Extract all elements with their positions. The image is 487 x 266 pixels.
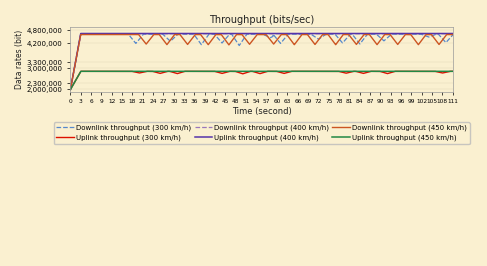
Uplink throughput (300 km/h): [78, 70, 84, 73]
Downlink throughput (300 km/h): [443, 40, 449, 44]
Uplink throughput (300 km/h): [134, 71, 140, 74]
Line: Uplink throughput (400 km/h): Uplink throughput (400 km/h): [71, 34, 453, 89]
Downlink throughput (450 km/h): [214, 33, 220, 36]
Uplink throughput (400 km/h): [231, 32, 237, 35]
Line: Uplink throughput (300 km/h): Uplink throughput (300 km/h): [71, 71, 453, 89]
Downlink throughput (450 km/h): [231, 37, 237, 40]
Uplink throughput (400 km/h): [68, 88, 74, 91]
Downlink throughput (300 km/h): [68, 88, 74, 91]
Uplink throughput (450 km/h): [231, 70, 237, 73]
Downlink throughput (450 km/h): [443, 35, 449, 38]
Downlink throughput (400 km/h): [134, 32, 140, 35]
Uplink throughput (400 km/h): [450, 32, 456, 35]
Downlink throughput (300 km/h): [214, 36, 220, 39]
Downlink throughput (450 km/h): [401, 34, 407, 38]
Uplink throughput (450 km/h): [68, 88, 74, 91]
Downlink throughput (300 km/h): [111, 32, 117, 36]
Title: Throughput (bits/sec): Throughput (bits/sec): [209, 15, 314, 25]
Y-axis label: Data rates (bit): Data rates (bit): [15, 30, 24, 89]
Line: Downlink throughput (400 km/h): Downlink throughput (400 km/h): [71, 34, 453, 89]
Uplink throughput (450 km/h): [111, 70, 117, 73]
Downlink throughput (300 km/h): [134, 41, 140, 44]
Uplink throughput (400 km/h): [134, 32, 140, 35]
Line: Downlink throughput (300 km/h): Downlink throughput (300 km/h): [71, 34, 453, 89]
Downlink throughput (450 km/h): [450, 33, 456, 36]
Downlink throughput (400 km/h): [231, 32, 237, 35]
Downlink throughput (450 km/h): [111, 33, 117, 36]
Uplink throughput (450 km/h): [443, 70, 449, 73]
Downlink throughput (300 km/h): [231, 36, 237, 39]
Downlink throughput (400 km/h): [401, 32, 407, 35]
Downlink throughput (400 km/h): [214, 32, 220, 35]
Downlink throughput (400 km/h): [78, 32, 84, 35]
Downlink throughput (450 km/h): [68, 88, 74, 91]
Uplink throughput (300 km/h): [214, 70, 220, 74]
Downlink throughput (450 km/h): [134, 33, 140, 36]
Line: Uplink throughput (450 km/h): Uplink throughput (450 km/h): [71, 71, 453, 89]
Downlink throughput (400 km/h): [443, 32, 449, 35]
Uplink throughput (300 km/h): [231, 70, 237, 73]
Downlink throughput (400 km/h): [450, 32, 456, 35]
Legend: Downlink throughput (300 km/h), Uplink throughput (300 km/h), Downlink throughpu: Downlink throughput (300 km/h), Uplink t…: [54, 122, 469, 144]
Downlink throughput (400 km/h): [68, 88, 74, 91]
Uplink throughput (450 km/h): [134, 70, 140, 73]
Uplink throughput (400 km/h): [443, 32, 449, 35]
Uplink throughput (300 km/h): [450, 70, 456, 73]
Downlink throughput (450 km/h): [78, 33, 84, 36]
Uplink throughput (300 km/h): [111, 70, 117, 73]
Uplink throughput (300 km/h): [68, 88, 74, 91]
Uplink throughput (450 km/h): [450, 70, 456, 73]
Downlink throughput (300 km/h): [450, 33, 456, 36]
Uplink throughput (300 km/h): [401, 70, 407, 73]
Uplink throughput (300 km/h): [443, 71, 449, 74]
Downlink throughput (400 km/h): [111, 32, 117, 35]
Uplink throughput (400 km/h): [78, 32, 84, 35]
X-axis label: Time (second): Time (second): [232, 107, 292, 116]
Uplink throughput (450 km/h): [401, 70, 407, 73]
Downlink throughput (300 km/h): [401, 32, 407, 36]
Uplink throughput (400 km/h): [111, 32, 117, 35]
Line: Downlink throughput (450 km/h): Downlink throughput (450 km/h): [71, 35, 453, 89]
Downlink throughput (300 km/h): [78, 32, 84, 36]
Uplink throughput (400 km/h): [401, 32, 407, 35]
Uplink throughput (400 km/h): [214, 32, 220, 35]
Uplink throughput (450 km/h): [78, 70, 84, 73]
Uplink throughput (450 km/h): [214, 70, 220, 73]
